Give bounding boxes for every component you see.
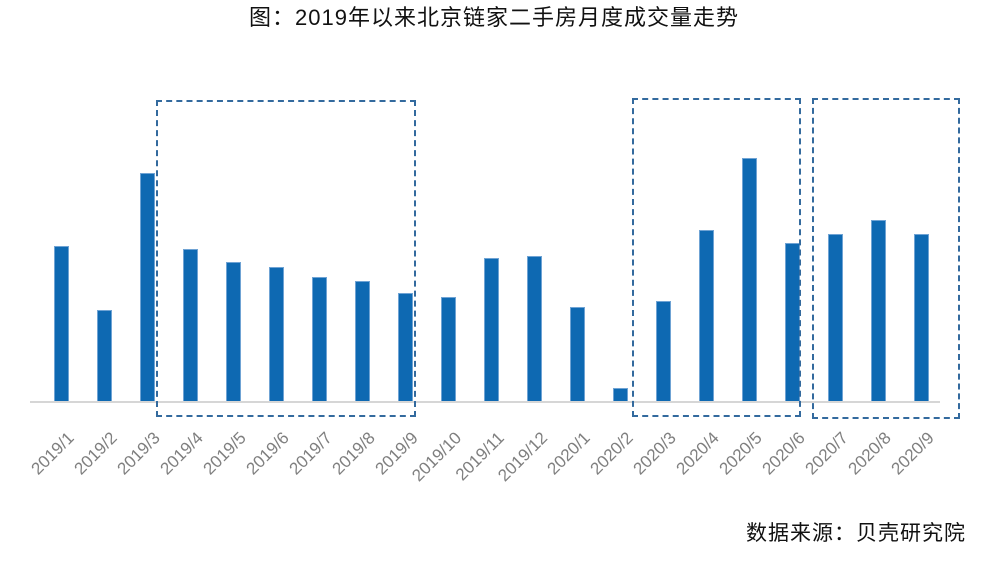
bar [483,258,499,402]
highlight-box [812,98,960,419]
bar [225,262,241,402]
x-axis-label: 2020/1 [543,428,594,479]
bar [96,310,112,402]
highlight-box [632,98,801,417]
bar [569,307,585,402]
bar [913,234,929,402]
x-axis-label: 2019/2 [70,428,121,479]
bar [311,277,327,402]
x-axis-line [30,401,940,403]
x-axis-label: 2020/5 [715,428,766,479]
bar [827,234,843,402]
x-axis-label: 2019/3 [113,428,164,479]
highlight-box [156,100,416,417]
x-axis-label: 2019/7 [285,428,336,479]
bar [354,281,370,402]
x-axis-label: 2020/3 [629,428,680,479]
bar [698,230,714,402]
data-source: 数据来源：贝壳研究院 [746,522,966,545]
bar [741,158,757,402]
bar [268,267,284,402]
x-axis-label: 2019/8 [328,428,379,479]
bar [440,297,456,402]
bar [139,173,155,402]
bar [870,220,886,402]
x-axis-label: 2020/6 [758,428,809,479]
x-axis-label: 2019/4 [156,428,207,479]
x-axis-label: 2020/7 [801,428,852,479]
chart-title: 图：2019年以来北京链家二手房月度成交量走势 [249,5,739,30]
bar [612,388,628,402]
x-axis-label: 2019/1 [27,428,78,479]
bar [182,249,198,402]
x-axis-label: 2019/6 [242,428,293,479]
bar [53,246,69,402]
x-axis-label: 2020/4 [672,428,723,479]
x-axis-label: 2020/9 [887,428,938,479]
x-axis-label: 2020/8 [844,428,895,479]
bar [655,301,671,402]
bar [526,256,542,402]
x-axis-label: 2019/5 [199,428,250,479]
bar [397,293,413,402]
x-axis-label: 2020/2 [586,428,637,479]
